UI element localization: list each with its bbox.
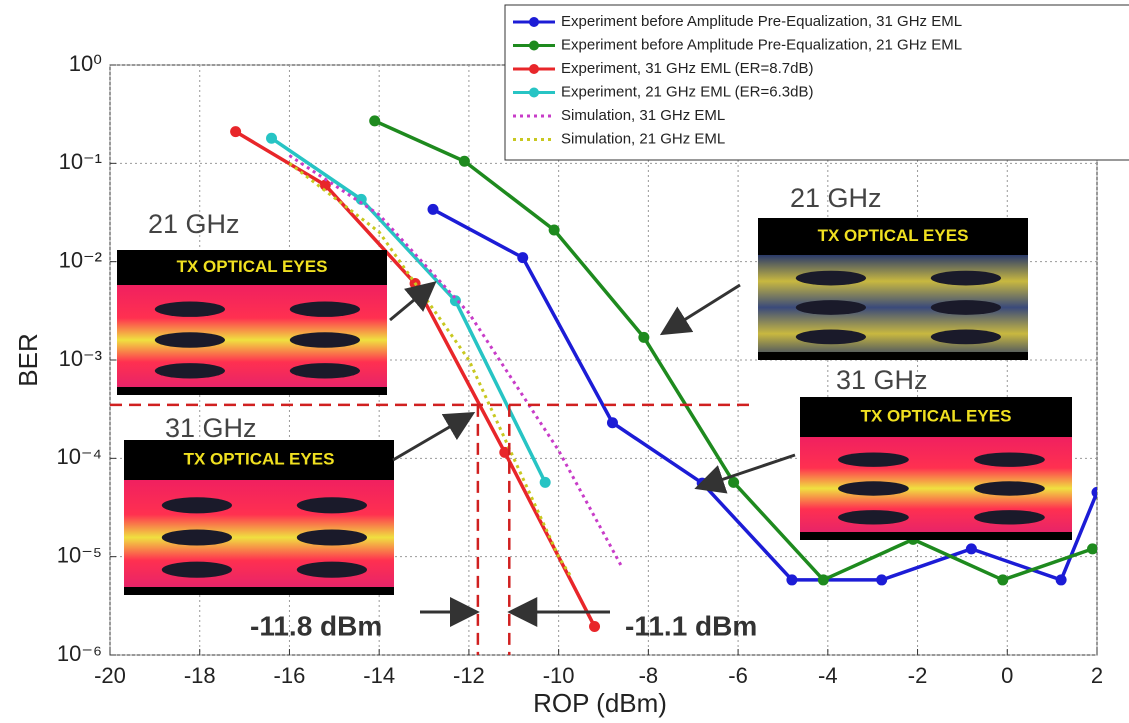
legend-label: Simulation, 31 GHz EML — [561, 107, 725, 124]
eye-opening — [162, 497, 232, 513]
legend-marker — [529, 17, 539, 27]
eye-opening — [796, 330, 866, 345]
inset-title: TX OPTICAL EYES — [818, 226, 969, 245]
x-tick-label: -6 — [728, 663, 748, 688]
eye-opening — [290, 363, 360, 378]
eye-opening — [974, 481, 1045, 495]
eye-opening — [162, 529, 232, 545]
x-tick-label: -18 — [184, 663, 216, 688]
eye-opening — [974, 452, 1045, 466]
eye-opening — [838, 452, 909, 466]
data-point — [876, 574, 887, 585]
y-tick-label: 10⁻² — [59, 247, 102, 272]
eye-footer — [124, 587, 394, 595]
eye-opening — [838, 481, 909, 495]
eye-footer — [758, 352, 1028, 360]
data-point — [966, 543, 977, 554]
eye-opening — [931, 330, 1001, 345]
eye-opening — [297, 529, 367, 545]
legend-label: Simulation, 21 GHz EML — [561, 130, 725, 147]
data-point — [459, 156, 470, 167]
eye-opening — [155, 363, 225, 378]
data-point — [1056, 574, 1067, 585]
data-point — [540, 477, 551, 488]
x-tick-label: 2 — [1091, 663, 1103, 688]
data-point — [786, 574, 797, 585]
eye-opening — [297, 562, 367, 578]
inset-label: 31 GHz — [165, 413, 257, 443]
data-point — [266, 133, 277, 144]
eye-opening — [838, 510, 909, 524]
x-tick-label: -14 — [363, 663, 395, 688]
eye-opening — [297, 497, 367, 513]
legend-label: Experiment before Amplitude Pre-Equaliza… — [561, 36, 962, 53]
eye-opening — [796, 271, 866, 286]
inset-title: TX OPTICAL EYES — [177, 257, 328, 276]
x-tick-label: -10 — [543, 663, 575, 688]
sensitivity-label: -11.8 dBm — [250, 610, 382, 641]
x-tick-label: -16 — [274, 663, 306, 688]
y-axis-label: BER — [13, 333, 43, 386]
legend-label: Experiment, 21 GHz EML (ER=6.3dB) — [561, 83, 813, 100]
eye-opening — [931, 300, 1001, 315]
inset-label: 21 GHz — [790, 183, 882, 213]
eye-footer — [800, 532, 1072, 540]
legend-marker — [529, 64, 539, 74]
data-point — [818, 574, 829, 585]
legend-marker — [529, 88, 539, 98]
legend-marker — [529, 41, 539, 51]
y-tick-label: 10⁻⁴ — [56, 444, 102, 469]
y-tick-label: 10⁻³ — [59, 346, 102, 371]
data-point — [997, 574, 1008, 585]
x-tick-label: -12 — [453, 663, 485, 688]
x-axis-label: ROP (dBm) — [533, 688, 667, 718]
data-point — [230, 126, 241, 137]
eye-opening — [162, 562, 232, 578]
x-tick-label: -2 — [908, 663, 928, 688]
data-point — [428, 204, 439, 215]
data-point — [517, 252, 528, 263]
eye-opening — [290, 302, 360, 317]
data-point — [1087, 543, 1098, 554]
inset-title: TX OPTICAL EYES — [861, 406, 1012, 425]
y-tick-label: 10⁻¹ — [59, 149, 102, 174]
data-point — [589, 621, 600, 632]
y-tick-label: 10⁰ — [69, 51, 102, 76]
chart: ROP (dBm) BER -20-18-16-14-12-10-8-6-4-2… — [0, 0, 1129, 723]
eye-footer — [117, 387, 387, 395]
x-tick-label: -8 — [639, 663, 659, 688]
inset-title: TX OPTICAL EYES — [184, 449, 335, 468]
eye-opening — [290, 332, 360, 347]
sensitivity-label: -11.1 dBm — [625, 610, 757, 641]
x-tick-label: 0 — [1001, 663, 1013, 688]
eye-opening — [796, 300, 866, 315]
data-point — [549, 224, 560, 235]
inset-label: 21 GHz — [148, 209, 240, 239]
inset-label: 31 GHz — [836, 365, 928, 395]
y-tick-label: 10⁻⁵ — [57, 542, 102, 567]
eye-opening — [155, 302, 225, 317]
eye-opening — [155, 332, 225, 347]
y-tick-label: 10⁻⁶ — [57, 641, 102, 666]
data-point — [369, 115, 380, 126]
x-tick-label: -4 — [818, 663, 838, 688]
data-point — [638, 332, 649, 343]
data-point — [1092, 487, 1103, 498]
legend-label: Experiment before Amplitude Pre-Equaliza… — [561, 13, 962, 30]
data-point — [607, 417, 618, 428]
eye-opening — [931, 271, 1001, 286]
x-tick-label: -20 — [94, 663, 126, 688]
legend-label: Experiment, 31 GHz EML (ER=8.7dB) — [561, 60, 813, 77]
eye-opening — [974, 510, 1045, 524]
